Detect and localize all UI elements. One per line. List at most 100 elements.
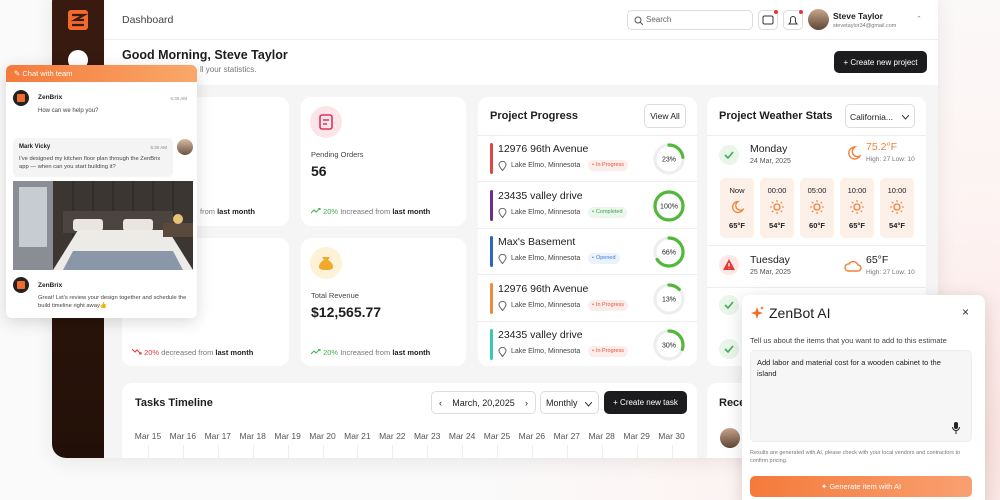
stat-note-text: Increased from (340, 348, 391, 357)
message-sender: ZenBrix (38, 282, 63, 289)
moon-shape (732, 200, 744, 214)
project-name: 12976 96th Avenue (498, 282, 589, 295)
timeline-date: Mar 26 (518, 431, 546, 441)
project-progress-panel: Project Progress View All 12976 96th Ave… (478, 97, 697, 366)
stat-value: $12,565.77 (311, 304, 382, 320)
progress-label: 100% (660, 203, 678, 210)
timeline-date: Mar 22 (379, 431, 406, 441)
timeline-date: Mar 17 (204, 431, 232, 441)
pin-icon (498, 254, 507, 264)
project-row: Max's Basement Lake Elmo, Minnesota • Opene… (478, 229, 697, 275)
create-task-button[interactable]: + Create new task (604, 391, 687, 414)
timeline-gridline (636, 445, 638, 458)
caret (585, 402, 592, 407)
project-color-bar (490, 329, 493, 360)
zenbrix-avatar (13, 90, 29, 106)
generate-button[interactable]: ✦ Generate item with AI (750, 476, 972, 497)
logo (68, 10, 88, 30)
sun-core (893, 203, 901, 211)
hour-temp: 54°F (889, 221, 905, 230)
hour-time: 10:00 (847, 186, 867, 195)
pin-shape (498, 300, 507, 311)
status-dot: • (592, 208, 594, 215)
view-all-button[interactable]: View All (644, 104, 686, 128)
status-text: In Progress (595, 301, 625, 308)
progress-ring: 23% (653, 143, 685, 175)
timeline-gridline (357, 445, 359, 458)
view-select[interactable]: Monthly (540, 391, 599, 414)
search-box[interactable]: Search (627, 10, 753, 30)
header-icons[interactable] (758, 10, 818, 30)
status-text: Completed (595, 208, 623, 215)
sun-rays (890, 200, 904, 214)
message-text: I've designed my kitchen floor plan thro… (19, 156, 161, 170)
status-warning-icon (719, 255, 739, 275)
hour-temp: 65°F (729, 221, 745, 230)
zenbot-popup: ZenBot AI × Tell us about the items that… (742, 295, 985, 500)
timeline-date: Mar 16 (169, 431, 197, 441)
message-time: 5:30 AM (150, 145, 167, 150)
location-value: California... (850, 112, 893, 122)
greeting-title: Good Morning, Steve Taylor (122, 48, 288, 62)
generate-button-text: Generate item with AI (829, 482, 902, 491)
project-location: Lake Elmo, Minnesota (511, 162, 581, 169)
prev-arrow[interactable]: ‹ (439, 397, 442, 408)
zenbot-input[interactable]: Add labor and material cost for a wooden… (750, 350, 972, 442)
cloud-icon (844, 260, 862, 272)
project-row: 12976 96th Avenue Lake Elmo, Minnesota • In… (478, 276, 697, 322)
sun-core (853, 203, 861, 211)
panel-title: Project Weather Stats (719, 110, 833, 122)
timeline-date: Mar 15 (134, 431, 162, 441)
divider (478, 135, 697, 136)
page-title: Dashboard (122, 14, 174, 26)
message-text: How can we help you? (38, 108, 99, 114)
timeline-gridline (427, 445, 429, 458)
status-badge: • Completed (588, 206, 627, 218)
stat-card: Total Revenue $12,565.77 20% Increased f… (301, 238, 466, 366)
stat-change: 20% decreased from last month (131, 348, 254, 357)
message-bubble: Mark Vicky 5:30 AM I've designed my kitc… (13, 138, 173, 177)
timeline-gridline (252, 445, 254, 458)
progress-label: 23% (662, 157, 676, 164)
hour-temp: 54°F (769, 221, 785, 230)
timeline-date: Mar 23 (413, 431, 441, 441)
user-avatar[interactable] (808, 9, 829, 30)
timeline-date: Mar 19 (274, 431, 301, 441)
close-button[interactable]: × (962, 305, 970, 319)
timeline-date: Mar 30 (658, 431, 685, 441)
tasks-timeline-panel: Tasks Timeline ‹ March, 20,2025 › Monthly … (122, 383, 697, 458)
ring-arc (653, 189, 685, 222)
mark-avatar (177, 139, 193, 155)
timeline-date: Mar 20 (309, 431, 336, 441)
avatar (720, 428, 740, 448)
project-location: Lake Elmo, Minnesota (511, 208, 581, 216)
project-row: 12976 96th Avenue Lake Elmo, Minnesota • In… (478, 136, 697, 182)
status-badge: • Opened (588, 253, 620, 264)
hour-temp: 60°F (809, 221, 825, 230)
project-name: 23435 valley drive (498, 329, 583, 341)
create-project-button[interactable]: + Create new project (834, 51, 927, 73)
timeline-gridline (497, 445, 498, 458)
trend-up-icon (310, 348, 321, 355)
user-menu-caret[interactable]: ⌃ (916, 16, 922, 23)
date-navigator[interactable]: ‹ March, 20,2025 › (431, 391, 536, 414)
pin-icon (498, 300, 507, 311)
divider (707, 245, 926, 246)
stat-change-value: 20% (144, 348, 160, 357)
sun-rays (850, 200, 864, 214)
panel-title: Project Progress (490, 110, 579, 122)
search-icon (634, 16, 643, 25)
status-dot: • (592, 301, 594, 308)
timeline-date: Mar 29 (623, 431, 650, 441)
hour-box: Now 65°F (720, 178, 754, 238)
view-value: Monthly (546, 397, 578, 408)
location-select[interactable]: California... (845, 104, 915, 128)
sun-core (813, 203, 821, 211)
hour-time: 10:00 (887, 186, 907, 195)
stat-period: last month (215, 348, 254, 357)
mic-icon[interactable] (952, 422, 960, 434)
timeline-gridline (531, 445, 533, 458)
next-arrow[interactable]: › (525, 397, 528, 408)
search-placeholder: Search (646, 15, 672, 24)
stat-change: 20% Increased from last month (310, 207, 430, 216)
